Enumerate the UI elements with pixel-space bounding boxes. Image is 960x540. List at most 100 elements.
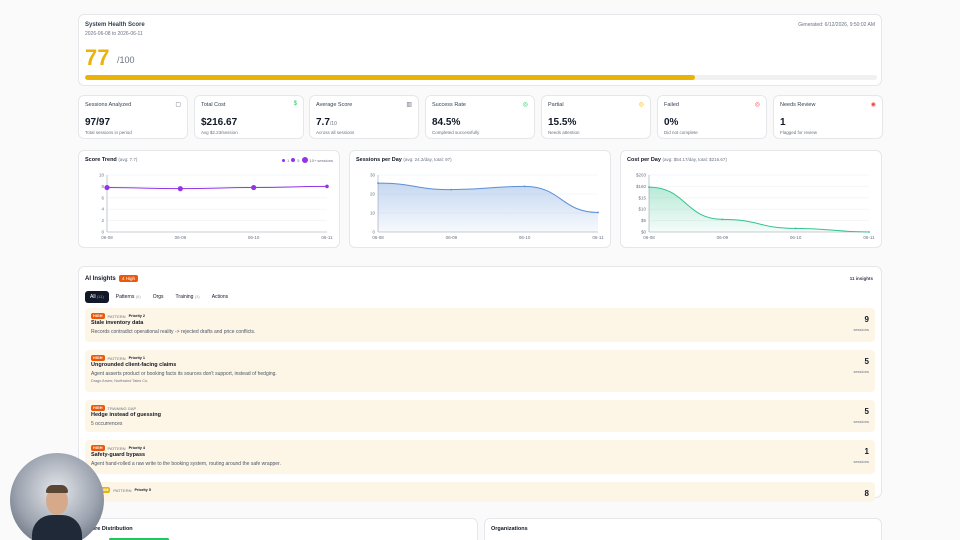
insight-category: TRAINING GAP <box>107 405 137 411</box>
tab-actions[interactable]: Actions <box>211 294 229 300</box>
health-date-range: 2026-06-08 to 2026-06-11 <box>85 31 143 37</box>
x-tick-label: 06-09 <box>446 235 458 240</box>
stat-value: $216.67 <box>201 117 238 128</box>
data-point <box>794 227 797 230</box>
tab-all[interactable]: All (11) <box>85 291 109 303</box>
distribution-bar <box>109 538 169 540</box>
ai-insights-card: AI Insights 4 High 11 insights All (11) P… <box>78 266 882 502</box>
health-progress-bar <box>85 75 877 80</box>
insight-item[interactable]: HIGH PATTERN Priority 4 Safety-guard bypass… <box>85 440 875 474</box>
stat-subtext: Total sessions in period <box>85 130 132 135</box>
data-point <box>325 184 329 189</box>
tab-training[interactable]: Training (3) <box>175 294 200 300</box>
stat-value: 15.5% <box>548 117 577 128</box>
stat-value: 84.5% <box>432 117 461 128</box>
y-tick-label: 10 <box>99 173 105 178</box>
x-tick-label: 06-09 <box>175 235 187 240</box>
area-fill <box>378 183 598 232</box>
data-point <box>450 188 453 191</box>
legend-dot-small <box>282 158 286 162</box>
dollar-icon: $ <box>293 101 297 107</box>
stat-subtext: Flagged for review <box>780 130 818 135</box>
stat-card-average-score: Average Score ▥ 7.7/10 Across all sessions <box>309 95 419 139</box>
x-tick-label: 06-11 <box>321 235 333 240</box>
data-point <box>868 231 870 233</box>
warning-circle-icon: ◎ <box>638 102 644 108</box>
x-tick-label: 06-08 <box>643 235 655 240</box>
data-point <box>523 185 526 188</box>
x-tick-label: 06-11 <box>592 235 604 240</box>
stat-subtext: Needs attention <box>548 130 580 135</box>
insight-description: Agent asserts product or booking facts i… <box>91 371 277 377</box>
x-tick-label: 06-09 <box>717 235 729 240</box>
organizations-card: Organizations <box>484 518 882 540</box>
insight-title: Safety-guard bypass <box>91 452 146 458</box>
x-tick-label: 06-08 <box>372 235 384 240</box>
insight-title: Stale inventory data <box>91 320 144 326</box>
insight-priority: Priority 4 <box>128 446 146 450</box>
health-progress-fill <box>85 75 695 80</box>
stat-value: 7.7/10 <box>316 117 337 128</box>
health-score-card: System Health Score 2026-06-08 to 2026-0… <box>78 14 882 86</box>
insight-item[interactable]: HIGH PATTERN Priority 2 Stale inventory dat… <box>85 308 875 342</box>
presenter-head <box>46 487 68 515</box>
insight-item[interactable]: MEDIUMPATTERNPriority 58 <box>85 482 875 502</box>
x-tick-label: 06-10 <box>519 235 531 240</box>
series-line <box>106 185 328 190</box>
data-point <box>597 211 599 214</box>
cost-per-day-chart: $203 $160 $15 $10 $5 $006-08 06-09 06-10 06-11 <box>636 173 875 241</box>
severity-badge: HIGH <box>91 445 105 451</box>
webcam-overlay <box>10 453 104 540</box>
score-distribution-title: Score Distribution <box>85 526 133 532</box>
y-tick-label: $15 <box>638 195 646 200</box>
score-trend-chart: 10 8 6 4 2 006-08 06-09 06-10 06-11 <box>99 173 333 241</box>
y-tick-label: 6 <box>101 195 104 200</box>
y-tick-label: 0 <box>101 230 104 235</box>
insights-count: 11 insights <box>849 276 873 281</box>
sessions-per-day-chart: 30 20 10 006-08 06-09 06-10 06-11 <box>370 173 604 241</box>
eye-icon: ◉ <box>870 102 876 108</box>
x-tick-label: 06-10 <box>790 235 802 240</box>
score-distribution-card: Score Distribution <box>78 518 478 540</box>
insight-category: PATTERN <box>107 445 126 451</box>
stat-value: 97/97 <box>85 117 111 128</box>
insight-description: 5 occurrences <box>91 421 123 427</box>
stat-value: 0% <box>664 117 679 128</box>
series-line <box>648 186 870 233</box>
insight-session-count: 9 <box>864 315 869 324</box>
insight-category: PATTERN <box>113 487 132 493</box>
stat-subtext: Completed successfully <box>432 130 480 135</box>
legend-dot-medium <box>291 158 296 162</box>
insight-priority: Priority 1 <box>128 356 146 360</box>
stat-label: Sessions Analyzed <box>85 102 132 108</box>
sessions-per-day-title: Sessions per Day (avg: 24.3/day, total: … <box>356 157 452 163</box>
data-point <box>721 218 724 221</box>
stat-card-sessions-analyzed: Sessions Analyzed ▢ 97/97 Total sessions in… <box>78 95 188 139</box>
insight-session-label: sessions <box>853 327 869 332</box>
chat-icon: ▢ <box>175 102 181 108</box>
y-tick-label: 8 <box>101 184 104 189</box>
stat-card-total-cost: Total Cost $ $216.67 Avg $2.23/session <box>194 95 304 139</box>
insights-high-badge: 4 High <box>119 275 139 282</box>
insight-category: PATTERN <box>107 313 126 319</box>
tab-patterns[interactable]: Patterns (6) <box>115 294 141 300</box>
insight-item[interactable]: HIGH PATTERN Priority 1 Ungrounded client-f… <box>85 350 875 392</box>
stat-label: Failed <box>664 102 679 108</box>
stat-card-needs-review: Needs Review ◉ 1 Flagged for review <box>773 95 883 139</box>
stat-subtext: Avg $2.23/session <box>201 130 238 135</box>
data-point <box>377 182 379 185</box>
insight-tags: HIGH PATTERN Priority 1 <box>91 355 145 361</box>
y-tick-label: 30 <box>370 173 376 178</box>
health-score-max: /100 <box>117 55 135 65</box>
x-tick-label: 06-08 <box>101 235 113 240</box>
tab-orgs[interactable]: Orgs <box>152 294 164 300</box>
health-score-value: 77 <box>85 45 110 70</box>
insights-title: AI Insights <box>85 276 116 282</box>
health-title: System Health Score <box>85 22 145 28</box>
insight-session-count: 5 <box>864 357 869 366</box>
severity-badge: HIGH <box>91 355 105 361</box>
insight-item[interactable]: HIGH TRAINING GAP Hedge instead of guessin… <box>85 400 875 432</box>
x-tick-label: 06-10 <box>248 235 260 240</box>
insight-priority: Priority 2 <box>128 314 146 318</box>
stat-card-failed: Failed ◎ 0% Did not complete <box>657 95 767 139</box>
